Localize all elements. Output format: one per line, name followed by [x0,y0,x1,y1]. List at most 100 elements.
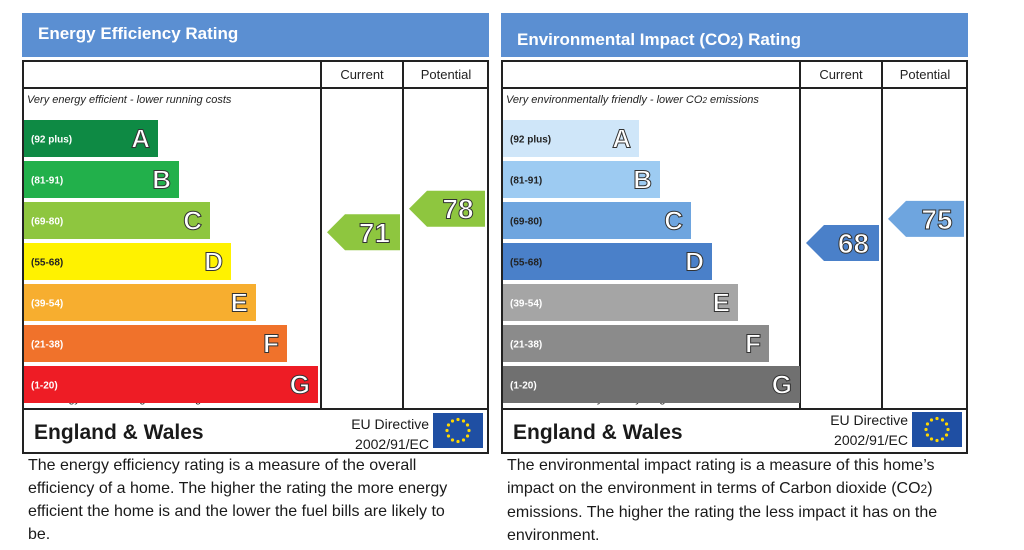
rating-band-f [24,325,287,362]
environmental-impact-panel: Environmental Impact (CO2) Rating Curren… [501,13,968,550]
band-letter-b: B [152,165,171,195]
rating-band-b [503,161,660,198]
chart-frame [501,60,968,454]
band-range-label: (69-80) [510,217,542,228]
band-range-label: (81-91) [510,176,542,187]
band-letter-f: F [263,329,279,359]
chart-frame [22,60,489,454]
rating-band-e [503,284,738,321]
band-letter-g: G [290,370,310,400]
panel-header: Environmental Impact (CO2) Rating [501,13,968,57]
rating-band-d [24,243,231,280]
eu-star [446,434,451,438]
eu-star [940,418,945,422]
band-range-label: (21-38) [510,340,542,351]
directive-line-1: EU Directive [351,416,429,432]
panel-header: Energy Efficiency Rating [22,13,489,57]
eu-star [465,423,470,427]
column-header-potential: Potential [900,67,951,82]
eu-star [467,428,471,433]
eu-flag-icon [912,412,962,447]
eu-star [935,416,939,421]
eu-star [456,439,460,444]
energy-efficiency-panel: Energy Efficiency Rating Current Potentia… [22,13,489,550]
potential-rating-arrow [409,190,485,227]
description: The environmental impact rating is a mea… [507,454,947,547]
rating-band-c [24,202,210,239]
eu-star [935,438,939,443]
band-letter-e: E [231,288,248,318]
band-letter-e: E [713,288,730,318]
current-rating-arrow [806,225,879,261]
directive-line-2: 2002/91/EC [355,436,429,452]
rating-chart: Current Potential Very environmentally fri… [501,60,968,454]
eu-directive-text: EU Directive 2002/91/EC [830,410,908,450]
eu-star [450,419,455,423]
panel-title: Environmental Impact (CO2) Rating [517,30,801,49]
rating-band-f [503,325,769,362]
eu-star [929,437,934,441]
eu-directive-text: EU Directive 2002/91/EC [351,414,429,454]
band-letter-d: D [204,247,223,277]
potential-rating-arrow [888,200,964,237]
eu-flag-icon [433,413,483,448]
eu-star [944,433,949,437]
rating-band-d [503,243,712,280]
rating-band-b [24,161,179,198]
current-rating-value: 71 [359,217,390,248]
column-header-current: Current [340,67,384,82]
eu-star [465,434,470,438]
rating-band-a [24,120,158,157]
band-range-label: (21-38) [31,340,63,351]
band-letter-a: A [612,124,631,154]
band-range-label: (39-54) [510,299,542,310]
description-text: The environmental impact rating is a mea… [507,457,938,544]
rating-band-c [503,202,691,239]
band-letter-a: A [131,124,150,154]
eu-star [461,438,466,442]
eu-star [445,428,449,433]
potential-rating-value: 78 [442,194,473,225]
eu-star [461,419,466,423]
rating-chart-svg: Current Potential Very environmentally fri… [501,60,968,454]
column-header-potential: Potential [421,67,472,82]
eu-flag-stars [445,417,471,444]
eu-star [925,433,930,437]
potential-rating-value: 75 [921,204,952,235]
band-range-label: (1-20) [31,381,58,392]
eu-star [946,427,950,432]
rating-chart: Current Potential Very energy efficient - … [22,60,489,454]
eu-star [450,438,455,442]
panel-title: Energy Efficiency Rating [38,24,239,43]
rating-band-a [503,120,639,157]
rating-band-g [24,366,318,403]
band-range-label: (69-80) [31,217,63,228]
eu-star [940,437,945,441]
band-range-label: (55-68) [31,258,63,269]
band-range-label: (55-68) [510,258,542,269]
column-header-current: Current [819,67,863,82]
description: The energy efficiency rating is a measur… [28,454,468,546]
band-letter-g: G [772,370,792,400]
eu-star [925,422,930,426]
eu-star [944,422,949,426]
band-range-label: (92 plus) [31,135,72,146]
band-letter-c: C [664,206,683,236]
band-range-label: (39-54) [31,299,63,310]
band-letter-f: F [745,329,761,359]
current-rating-arrow [327,214,400,251]
rating-band-g [503,366,800,403]
eu-star [446,423,451,427]
eu-star [929,418,934,422]
current-rating-value: 68 [838,228,869,259]
top-note: Very energy efficient - lower running co… [27,94,232,106]
band-letter-d: D [685,247,704,277]
eu-star [456,417,460,422]
band-letter-c: C [183,206,202,236]
rating-band-e [24,284,256,321]
description-text: The energy efficiency rating is a measur… [28,457,448,543]
band-range-label: (81-91) [31,176,63,187]
band-letter-b: B [633,165,652,195]
region-label: England & Wales [513,421,683,444]
band-range-label: (92 plus) [510,135,551,146]
